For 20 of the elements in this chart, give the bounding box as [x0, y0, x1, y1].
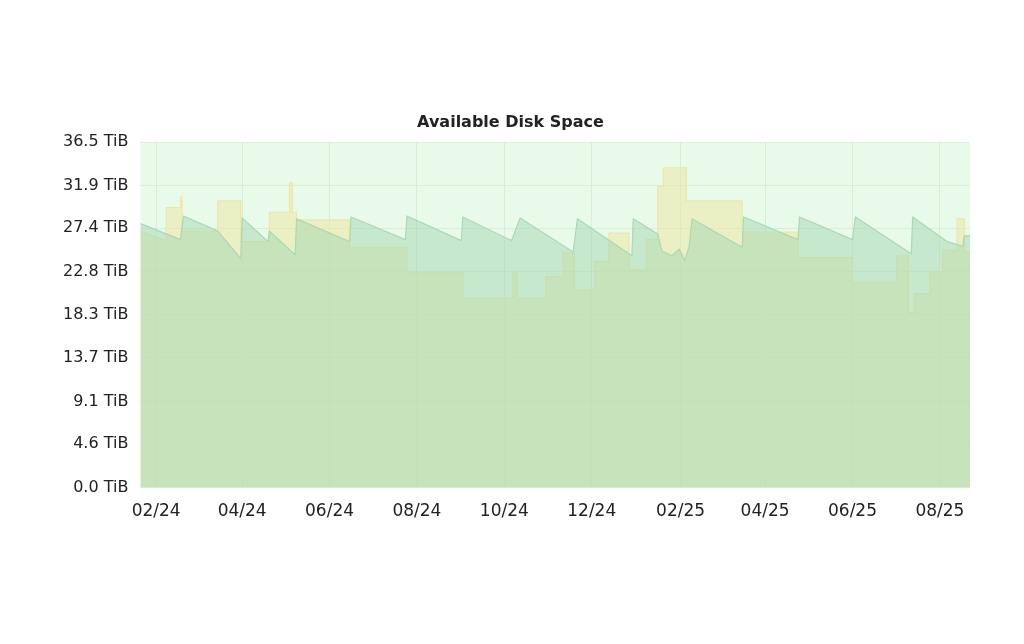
- x-tick-label: 08/25: [915, 500, 965, 521]
- y-tick-label: 18.3 TiB: [62, 303, 129, 323]
- x-tick-label: 12/24: [567, 500, 617, 521]
- x-tick-label: 04/25: [740, 500, 790, 521]
- x-tick-label: 02/25: [656, 500, 706, 521]
- y-tick-label: 22.8 TiB: [62, 261, 129, 280]
- x-tick-label: 08/24: [392, 500, 442, 521]
- x-tick-label: 06/24: [305, 500, 355, 521]
- y-tick-label: 13.7 TiB: [62, 347, 129, 367]
- x-tick-label: 10/24: [479, 500, 529, 521]
- y-tick-label: 31.9 TiB: [62, 174, 129, 194]
- y-tick-label: 36.5 TiB: [62, 131, 129, 151]
- x-tick-label: 06/25: [828, 500, 878, 521]
- chart-title: Available Disk Space: [417, 111, 605, 131]
- y-tick-label: 9.1 TiB: [73, 390, 129, 410]
- y-tick-label: 0.0 TiB: [73, 476, 129, 496]
- y-tick-label: 27.4 TiB: [62, 217, 129, 237]
- x-tick-label: 02/24: [131, 500, 181, 521]
- x-tick-label: 04/24: [217, 500, 267, 521]
- y-tick-label: 4.6 TiB: [73, 433, 129, 453]
